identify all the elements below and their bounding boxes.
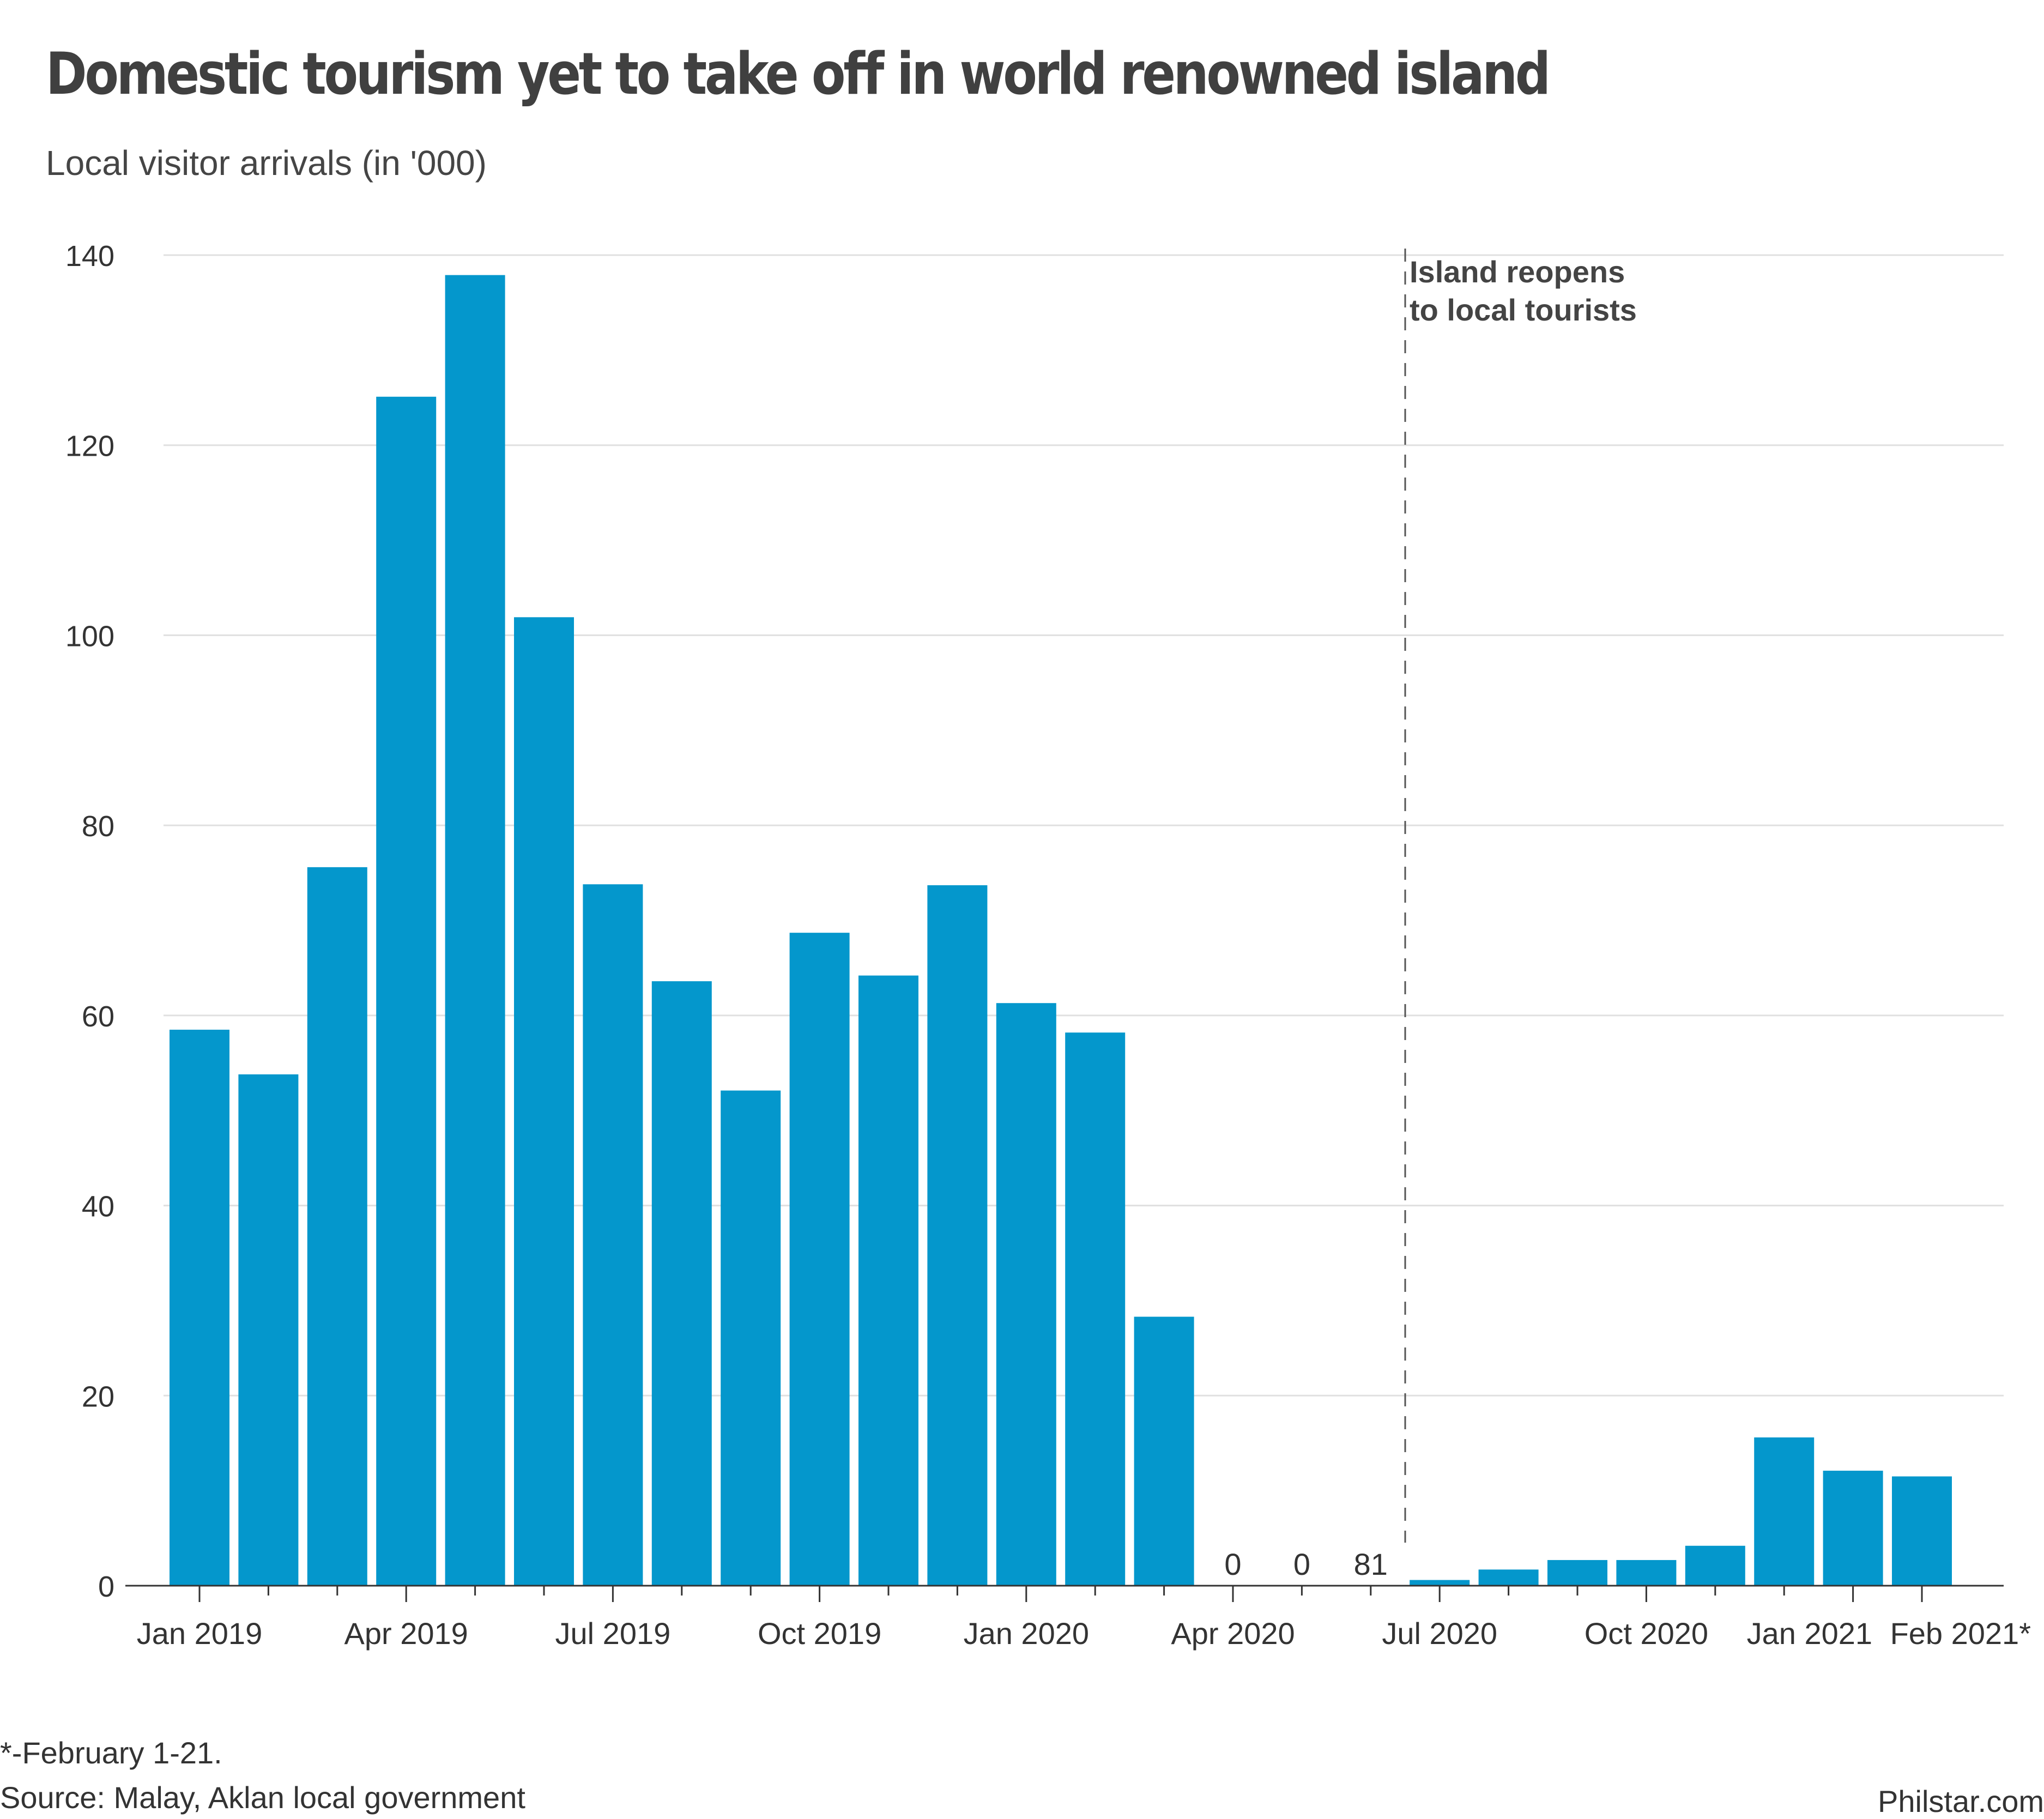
chart-subtitle: Local visitor arrivals (in '000) <box>46 143 487 183</box>
bar <box>1134 1316 1194 1586</box>
value-label: 0 <box>1224 1547 1241 1581</box>
x-tick-label: Jul 2020 <box>1382 1616 1497 1651</box>
bars <box>170 275 1952 1586</box>
footnote: *-February 1-21. <box>0 1736 222 1770</box>
value-label: 81 <box>1354 1547 1388 1581</box>
y-tick-label: 60 <box>82 1000 114 1033</box>
y-tick-label: 0 <box>98 1570 114 1603</box>
x-tick-label: Oct 2020 <box>1585 1616 1708 1651</box>
x-tick-label: Jan 2020 <box>964 1616 1089 1651</box>
bar <box>1547 1560 1607 1586</box>
bar <box>1754 1437 1815 1586</box>
y-tick-label: 40 <box>82 1190 114 1223</box>
bar <box>1065 1032 1126 1586</box>
publisher-credit: Philstar.com <box>1878 1784 2044 1818</box>
bar <box>376 396 437 1586</box>
bar <box>307 867 367 1586</box>
x-tick-label: Jan 2019 <box>137 1616 262 1651</box>
bar <box>1410 1580 1470 1586</box>
y-tick-label: 120 <box>65 430 114 463</box>
bar <box>721 1090 781 1586</box>
value-labels: 0 0 81 <box>1224 1547 1388 1581</box>
bar <box>996 1003 1056 1586</box>
bar <box>1685 1545 1745 1586</box>
annotation-label-line: to local tourists <box>1410 293 1637 327</box>
bar <box>1892 1476 1952 1586</box>
bar <box>170 1030 229 1586</box>
bar <box>238 1074 299 1586</box>
x-axis-tick-labels: Jan 2019 Apr 2019 Jul 2019 Oct 2019 Jan 2020… <box>137 1616 2031 1651</box>
y-tick-label: 100 <box>65 620 114 652</box>
source-note: Source: Malay, Aklan local government <box>0 1780 525 1815</box>
y-tick-label: 80 <box>82 810 114 843</box>
bar <box>927 885 988 1586</box>
bar <box>858 975 918 1586</box>
x-tick-label: Apr 2019 <box>344 1616 468 1651</box>
y-tick-label: 140 <box>65 240 114 273</box>
y-axis-tick-labels: 0 20 40 60 80 100 120 140 <box>65 240 114 1603</box>
x-tick-label: Apr 2020 <box>1171 1616 1295 1651</box>
x-tick-label: Jul 2019 <box>555 1616 671 1651</box>
y-tick-label: 20 <box>82 1380 114 1413</box>
bar <box>789 933 850 1586</box>
bar <box>1823 1471 1883 1586</box>
bar <box>1616 1560 1677 1586</box>
x-tick-label: Feb 2021* <box>1890 1616 2031 1651</box>
bar <box>514 617 574 1586</box>
bar <box>445 275 505 1586</box>
chart-title: Domestic tourism yet to take off in worl… <box>46 40 1551 107</box>
annotation-label-line: Island reopens <box>1410 255 1625 289</box>
reopening-annotation: Island reopens to local tourists <box>1404 249 1637 1543</box>
value-label: 0 <box>1293 1547 1310 1581</box>
bar <box>1478 1569 1539 1586</box>
x-axis-ticks <box>198 1586 1923 1602</box>
bar <box>583 884 643 1586</box>
bar <box>651 981 712 1586</box>
x-tick-label: Jan 2021 <box>1747 1616 1872 1651</box>
x-tick-label: Oct 2019 <box>758 1616 881 1651</box>
